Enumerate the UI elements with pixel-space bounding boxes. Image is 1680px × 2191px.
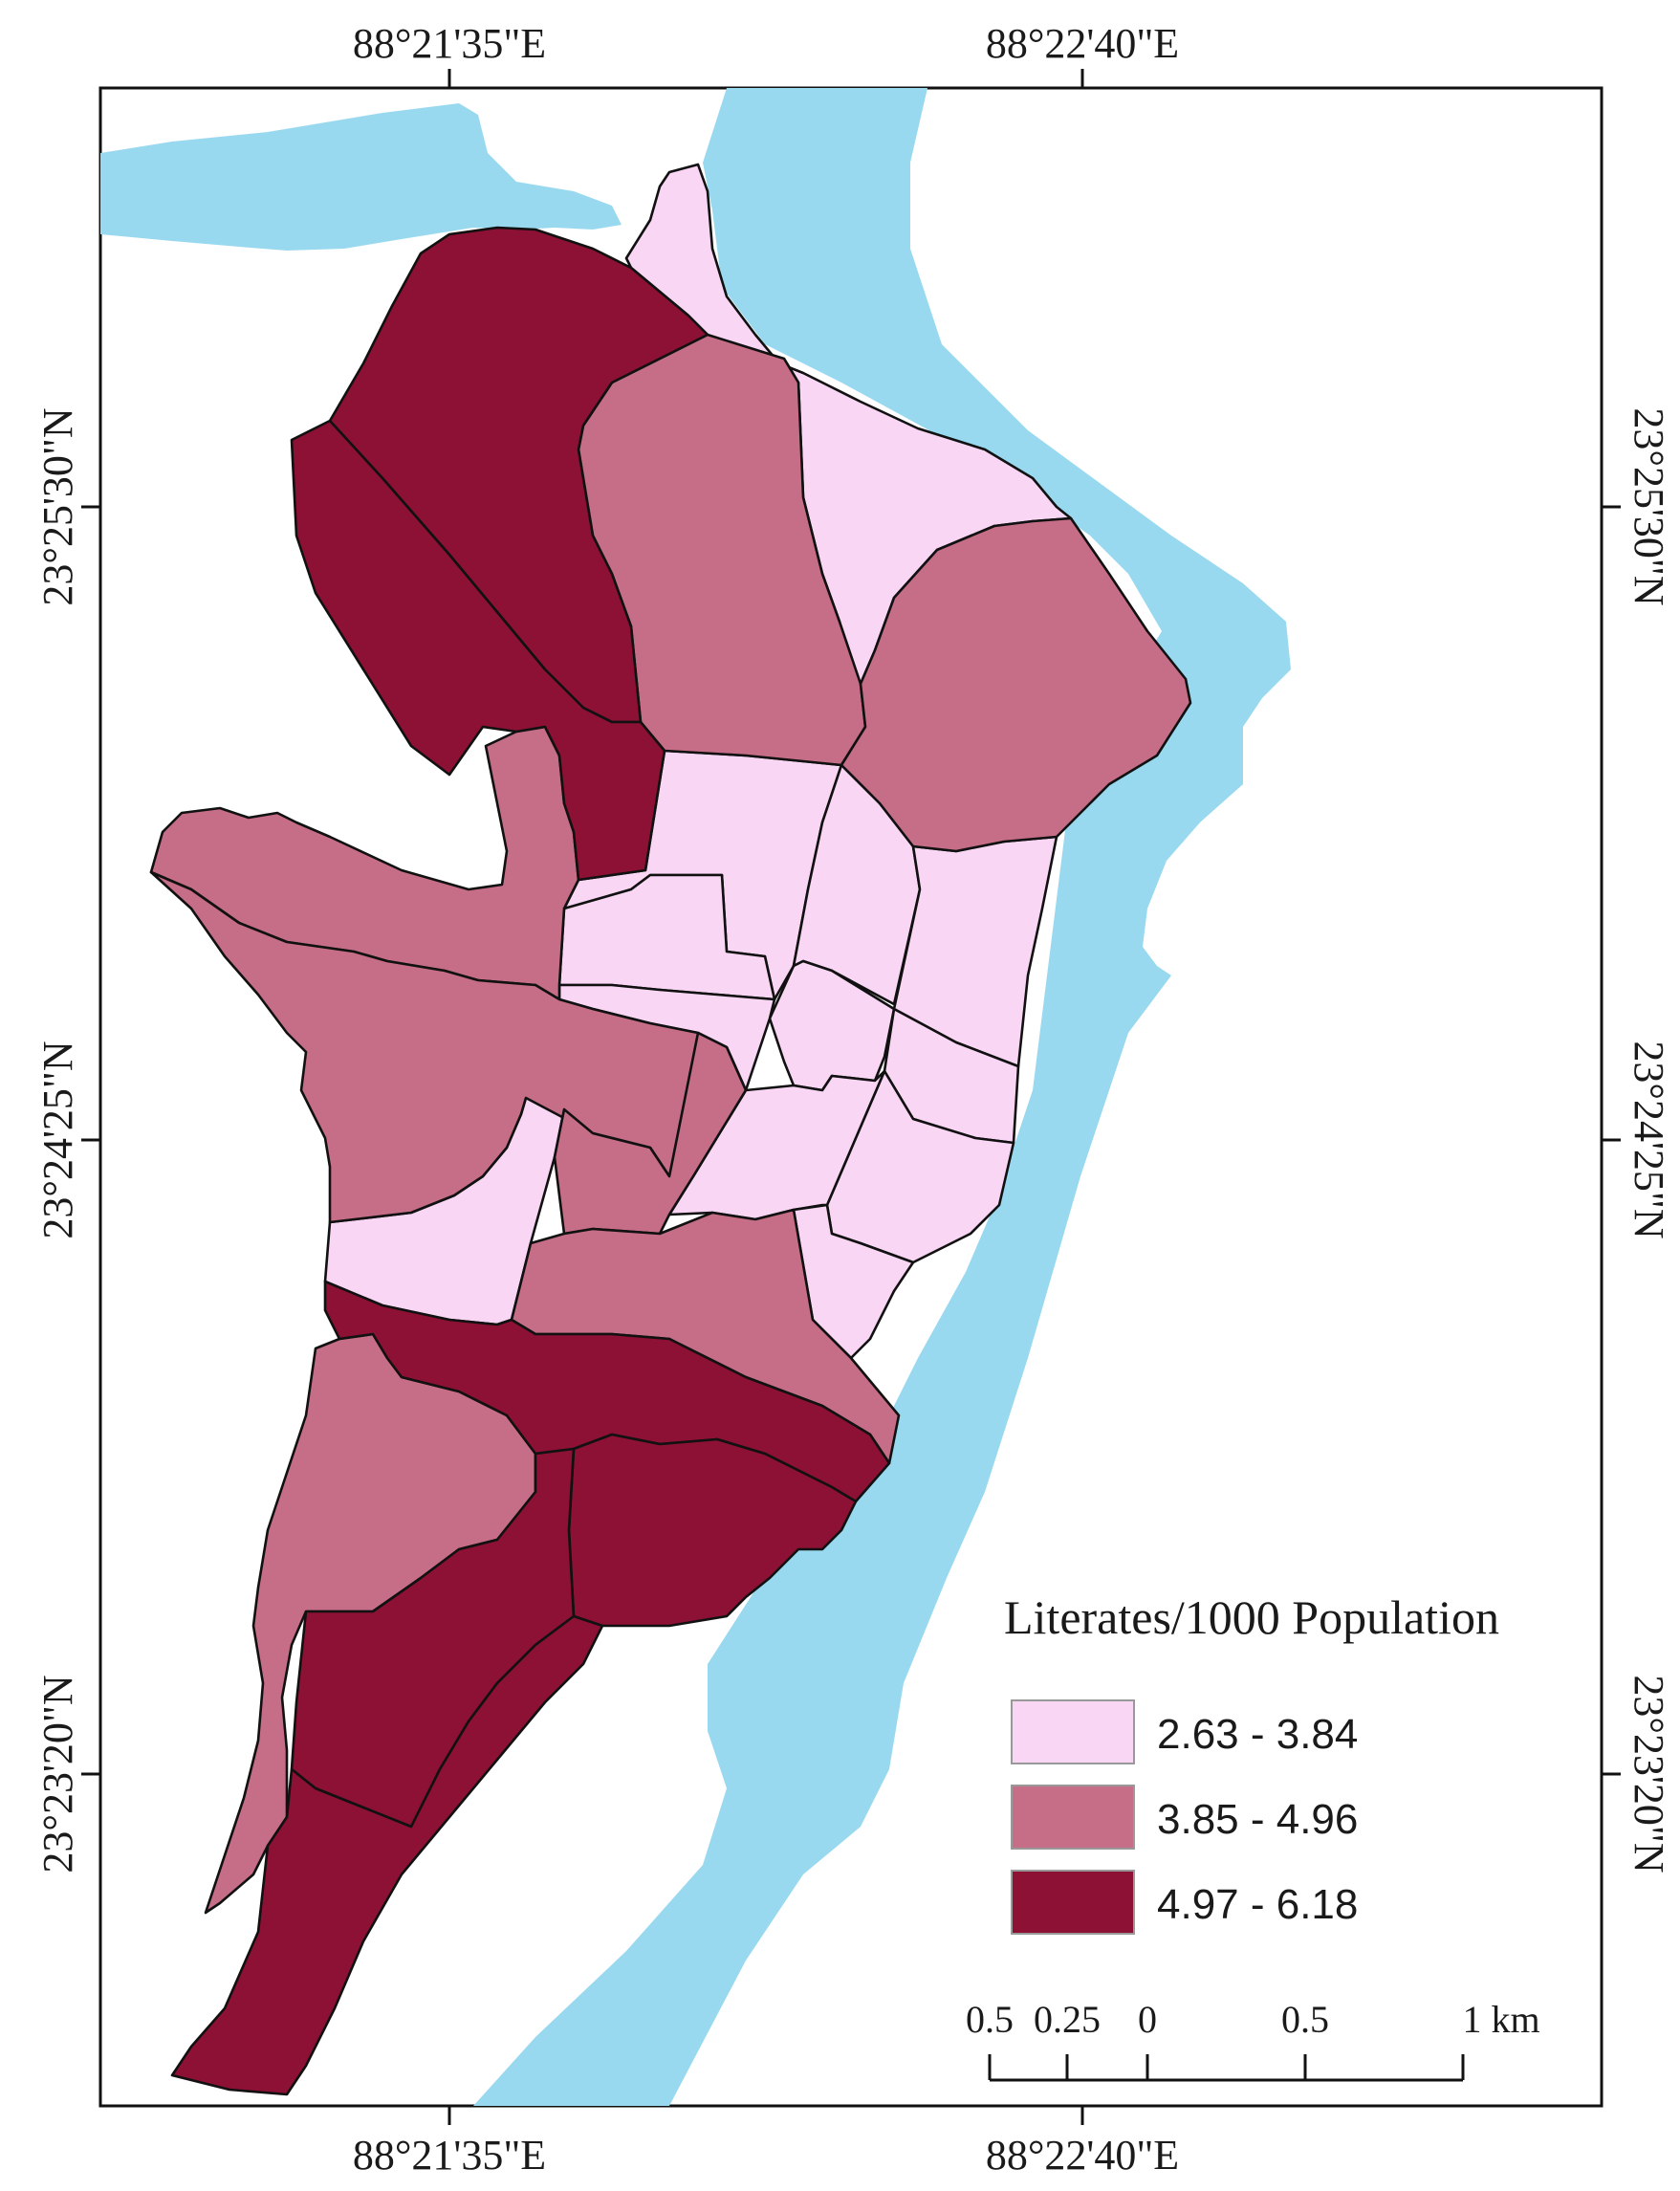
ward-south-tip-high [170, 1614, 604, 2096]
label-top-right-longitude: 88°22'40"E [986, 20, 1179, 67]
scale-label-3: 0.5 [1281, 1998, 1329, 2041]
label-right-mid-latitude: 23°24'25"N [1625, 1041, 1672, 1238]
label-left-mid-latitude: 23°24'25"N [34, 1041, 81, 1238]
scale-bar: 0.5 0.25 0 0.5 1 km [966, 1998, 1540, 2082]
legend-swatch-low [1011, 1699, 1135, 1764]
river-channel-west [100, 103, 622, 251]
label-bottom-right-longitude: 88°22'40"E [986, 2132, 1179, 2179]
legend-label-high: 4.97 - 6.18 [1157, 1881, 1358, 1928]
legend-swatch-high [1011, 1870, 1135, 1935]
label-right-top-latitude: 23°25'30"N [1625, 407, 1672, 605]
ward-northeast-mid [840, 516, 1192, 853]
label-left-bottom-latitude: 23°23'20"N [34, 1675, 81, 1873]
scale-label-0: 0.5 [966, 1998, 1014, 2041]
scale-label-2: 0 [1138, 1998, 1157, 2041]
water-bodies [100, 88, 1291, 2106]
legend-title: Literates/1000 Population [1004, 1590, 1499, 1644]
wards-class-high [170, 226, 891, 2096]
ward-northwest-high-2 [290, 419, 666, 882]
scale-label-1: 0.25 [1034, 1998, 1101, 2041]
legend-label-low: 2.63 - 3.84 [1157, 1711, 1358, 1758]
label-right-bottom-latitude: 23°23'20"N [1625, 1675, 1672, 1873]
label-top-left-longitude: 88°21'35"E [353, 20, 546, 67]
label-left-top-latitude: 23°25'30"N [34, 407, 81, 605]
graticule-ticks [81, 69, 1621, 2125]
scale-label-4: 1 km [1462, 1998, 1539, 2041]
legend-swatch-mid [1011, 1785, 1135, 1850]
wards-class-mid [149, 333, 1192, 1915]
legend: Literates/1000 Population 2.63 - 3.84 3.… [1004, 1590, 1499, 1935]
graticule-labels: 88°21'35"E 88°22'40"E 88°21'35"E 88°22'4… [34, 20, 1672, 2179]
legend-label-mid: 3.85 - 4.96 [1157, 1796, 1358, 1843]
river-main [473, 88, 1291, 2106]
scale-bar-lines [988, 2054, 1465, 2082]
label-bottom-left-longitude: 88°21'35"E [353, 2132, 546, 2179]
wards-class-low [323, 163, 1073, 1360]
